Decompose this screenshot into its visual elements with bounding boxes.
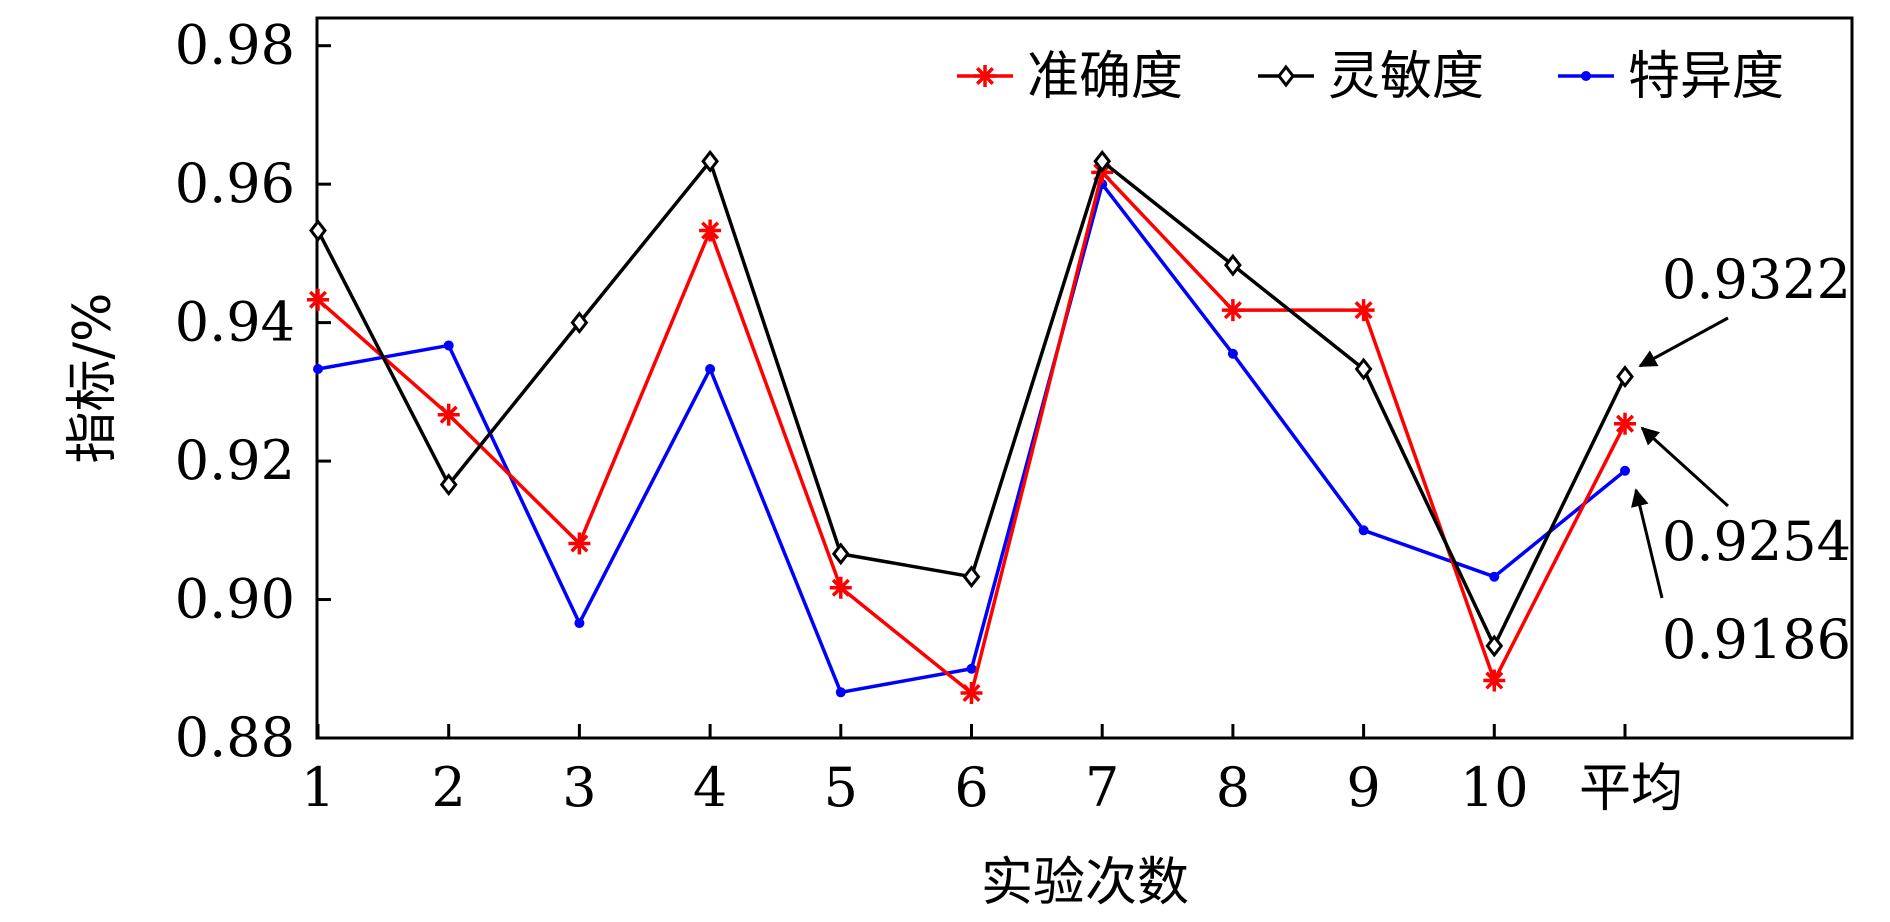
series-line [316,170,1627,695]
legend-marker [1277,64,1295,88]
data-point [701,149,720,173]
legend-entry-0: 准确度 [957,47,1183,107]
x-tick-label: 4 [693,756,727,819]
y-tick-label: 0.98 [175,14,295,77]
legend-entry-1: 灵敏度 [1258,47,1484,107]
series-1 [309,149,1634,658]
data-point [962,565,981,589]
x-tick-label: 3 [562,756,596,819]
legend-label: 灵敏度 [1328,47,1484,107]
series-line [317,182,1627,695]
data-point [439,473,458,497]
data-point [1223,253,1242,277]
annotation-arrow [1631,488,1664,599]
y-axis: 0.88 0.90 0.92 0.94 0.96 0.98 [175,14,331,769]
x-tick-label: 7 [1085,756,1119,819]
data-point [574,618,585,629]
data-point [1354,357,1373,381]
data-point [570,311,589,335]
data-point [699,219,722,242]
data-point [1352,299,1375,322]
y-tick-label: 0.90 [175,568,295,631]
y-tick-label: 0.88 [175,706,295,769]
x-tick-label: 8 [1216,756,1250,819]
legend-entry-2: 特异度 [1558,47,1784,107]
y-tick-label: 0.94 [175,291,295,354]
data-point [831,542,850,566]
data-point [705,364,716,374]
annotation-label: 0.9322 [1662,248,1851,311]
annotation-label: 0.9186 [1662,608,1851,671]
data-point [1616,365,1634,389]
annotation-layer: 0.9322 0.9254 0.9186 [1631,248,1851,671]
data-point [307,288,329,311]
series-2 [313,179,1630,698]
data-point [1221,299,1244,322]
x-tick-label: 2 [432,756,466,819]
legend: 准确度 灵敏度 特异度 [957,47,1784,107]
x-axis-title: 实验次数 [981,853,1189,913]
data-point [1489,571,1500,582]
series-0 [307,161,1636,704]
x-tick-label: 5 [824,756,858,819]
y-axis-title: 指标/% [63,293,123,464]
legend-label: 特异度 [1628,47,1784,107]
y-tick-label: 0.96 [175,152,295,215]
data-point [835,687,846,698]
legend-marker [1581,71,1591,81]
legend-marker [974,65,996,87]
data-point [966,663,977,674]
data-point [313,364,323,374]
x-axis: 1 2 3 4 5 6 7 8 9 10 平均 [301,724,1683,819]
data-point [1358,525,1369,536]
legend-label: 准确度 [1027,47,1183,107]
data-point [1614,412,1636,435]
plot-frame [315,16,1854,740]
data-point [1620,465,1630,476]
annotation-arrow [1638,316,1729,368]
data-point [437,403,460,426]
annotation-arrow [1640,426,1730,508]
x-tick-label: 平均 [1579,759,1683,819]
y-tick-label: 0.92 [175,429,295,492]
data-point [443,340,454,351]
data-point [1227,348,1238,359]
data-point [1093,149,1112,173]
x-tick-label: 1 [301,756,335,819]
data-point [1483,669,1506,692]
data-point [960,682,983,704]
annotation-label: 0.9254 [1662,510,1851,573]
x-tick-label: 9 [1346,756,1380,819]
data-point [829,576,852,599]
data-point [309,219,327,242]
data-point [568,532,591,555]
x-tick-label: 6 [954,756,988,819]
x-tick-label: 10 [1460,756,1529,819]
series-layer [307,149,1636,704]
data-point [1485,634,1504,658]
